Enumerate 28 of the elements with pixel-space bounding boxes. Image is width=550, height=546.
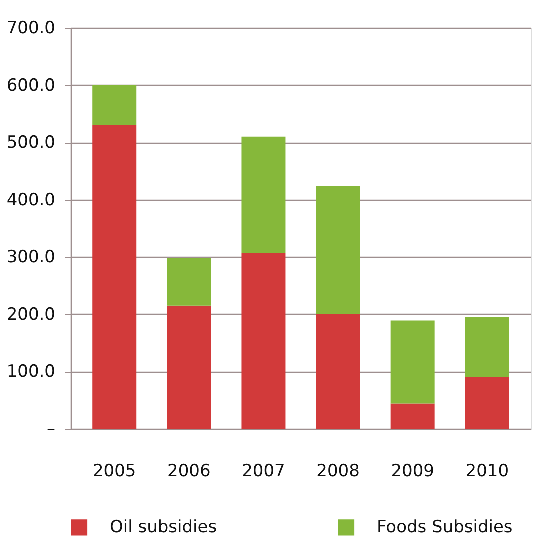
x-tick-label: 2009 [391,462,434,482]
y-tick-label: 700.0 [6,18,56,38]
y-tick-label: 500.0 [6,133,56,154]
legend-label: Foods Subsidies [377,518,513,538]
bar [390,320,435,404]
x-tick-label: 2010 [466,462,510,482]
bar [92,125,137,429]
y-tick-label: 100.0 [6,362,56,382]
y-tick-label: – [47,420,56,440]
bar [316,186,360,314]
x-tick-label: 2008 [316,462,360,482]
bar [390,404,435,429]
x-tick-label: 2005 [92,462,136,482]
y-tick-label: 200.0 [6,304,56,325]
bar [242,136,286,254]
bar [316,314,360,429]
y-tick-label: 600.0 [6,76,56,96]
x-tick-label: 2007 [242,462,286,482]
bar [167,306,212,429]
y-tick-label: 300.0 [6,248,56,268]
y-tick-label: 400.0 [6,190,56,210]
bar [465,377,510,429]
bar [167,258,212,306]
bar [465,317,510,378]
bar [92,85,137,126]
x-tick-label: 2006 [168,462,211,482]
legend-label: Oil subsidies [110,518,218,538]
bar [242,253,286,429]
